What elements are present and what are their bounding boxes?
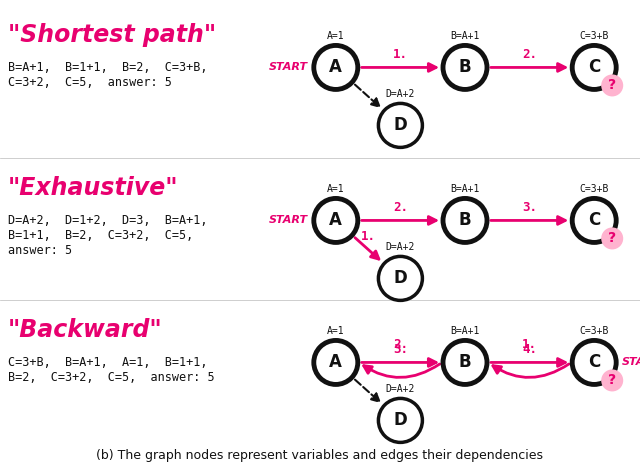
Text: C=3+B: C=3+B [579,31,609,41]
Text: A=1: A=1 [327,184,344,194]
Text: C=3+B: C=3+B [579,184,609,194]
Text: B: B [459,58,471,76]
Text: B=2,  C=3+2,  C=5,  answer: 5: B=2, C=3+2, C=5, answer: 5 [8,371,214,384]
Circle shape [378,256,422,301]
Text: START: START [269,216,308,226]
Text: START: START [269,63,308,73]
Text: START: START [622,357,640,367]
Text: D: D [394,411,407,429]
Text: B=A+1: B=A+1 [451,31,480,41]
Circle shape [314,46,358,90]
Text: 2.: 2. [522,48,537,61]
Circle shape [443,199,487,242]
Text: 1.: 1. [360,230,376,243]
Circle shape [314,199,358,242]
Text: 1.: 1. [522,338,537,351]
Text: ?: ? [608,231,616,246]
Text: ?: ? [608,374,616,387]
Text: D: D [394,269,407,287]
Text: ?: ? [608,78,616,92]
Text: 2.: 2. [393,338,408,351]
Text: 3.: 3. [393,343,408,356]
Text: 4.: 4. [522,343,537,356]
Text: D=A+2: D=A+2 [386,242,415,252]
Circle shape [378,103,422,147]
Circle shape [443,46,487,90]
Text: B=A+1,  B=1+1,  B=2,  C=3+B,: B=A+1, B=1+1, B=2, C=3+B, [8,61,207,74]
Circle shape [378,399,422,442]
Circle shape [572,199,616,242]
Text: B: B [459,211,471,229]
Text: D=A+2: D=A+2 [386,384,415,394]
Text: "Backward": "Backward" [8,318,163,342]
Text: D=A+2,  D=1+2,  D=3,  B=A+1,: D=A+2, D=1+2, D=3, B=A+1, [8,214,207,227]
Text: D=A+2: D=A+2 [386,90,415,100]
Text: A: A [330,211,342,229]
Circle shape [314,340,358,384]
Text: C: C [588,211,600,229]
Circle shape [601,228,623,249]
Text: C=3+2,  C=5,  answer: 5: C=3+2, C=5, answer: 5 [8,76,172,89]
Text: A=1: A=1 [327,31,344,41]
Circle shape [601,369,623,392]
Circle shape [601,74,623,96]
Text: A: A [330,58,342,76]
Text: C: C [588,58,600,76]
Text: B: B [459,354,471,372]
Text: "Shortest path": "Shortest path" [8,23,216,47]
Text: C=3+B: C=3+B [579,327,609,337]
Circle shape [572,340,616,384]
Text: (b) The graph nodes represent variables and edges their dependencies: (b) The graph nodes represent variables … [97,449,543,462]
Circle shape [443,340,487,384]
Text: B=A+1: B=A+1 [451,327,480,337]
Text: 1.: 1. [393,48,408,61]
Circle shape [572,46,616,90]
Text: "Exhaustive": "Exhaustive" [8,176,179,200]
Text: 2.: 2. [393,201,408,214]
Text: A=1: A=1 [327,327,344,337]
Text: B=A+1: B=A+1 [451,184,480,194]
Text: D: D [394,117,407,135]
Text: C=3+B,  B=A+1,  A=1,  B=1+1,: C=3+B, B=A+1, A=1, B=1+1, [8,356,207,369]
Text: A: A [330,354,342,372]
Text: B=1+1,  B=2,  C=3+2,  C=5,: B=1+1, B=2, C=3+2, C=5, [8,229,193,242]
Text: 3.: 3. [522,201,537,214]
Text: answer: 5: answer: 5 [8,244,72,257]
Text: C: C [588,354,600,372]
